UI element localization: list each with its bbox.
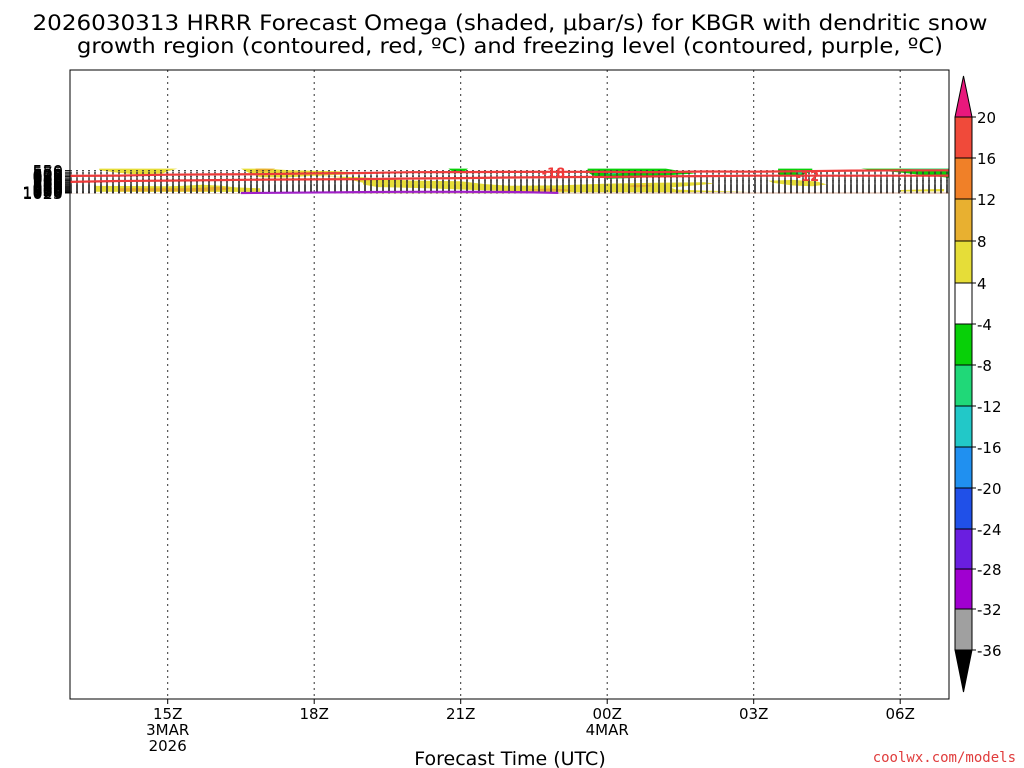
colorbar-swatch <box>954 323 973 366</box>
colorbar-swatch <box>954 364 973 407</box>
y-axis: 5505756006256506757007257507758008258508… <box>22 162 70 203</box>
colorbar-label: -28 <box>977 561 1002 579</box>
x-axis-label: Forecast Time (UTC) <box>414 748 605 768</box>
colorbar-swatch <box>954 116 973 159</box>
y-tick-label: 725 <box>32 172 63 191</box>
omega-region <box>99 168 178 175</box>
y-tick-label: 575 <box>32 163 63 182</box>
contour-label: -12 <box>796 170 820 185</box>
colorbar-label: 16 <box>977 150 996 168</box>
contour-line <box>70 174 949 183</box>
colorbar-swatch <box>954 240 973 284</box>
colorbar-swatch <box>954 198 973 242</box>
colorbar-label: 4 <box>977 275 987 293</box>
y-tick-label: 1000 <box>22 183 63 202</box>
y-tick-label: 850 <box>32 177 63 196</box>
x-tick-label: 18Z <box>300 705 329 723</box>
colorbar-bottom-arrow <box>954 649 973 693</box>
y-tick-label: 675 <box>32 169 63 188</box>
credit-text: coolwx.com/models <box>873 750 1016 766</box>
colorbar-label: 12 <box>977 191 996 209</box>
y-tick-label: 825 <box>32 176 63 195</box>
x-tick-label: 06Z <box>886 705 915 723</box>
x-tick-label: 2026 <box>149 737 187 755</box>
colorbar-swatch <box>954 487 973 530</box>
colorbar-label: -20 <box>977 480 1002 498</box>
colorbar: 20 16 12 8 4 -4 -8 -12 -16 -20 -24 -28 -32 -36 <box>954 75 1002 693</box>
contour-label: -18 <box>542 167 566 182</box>
colorbar-label: -24 <box>977 521 1002 539</box>
chart-title-line-1: 2026030313 HRRR Forecast Omega (shaded, … <box>33 11 988 35</box>
colorbar-label: 20 <box>977 109 996 127</box>
chart-title-line-2: growth region (contoured, red, ºC) and f… <box>77 34 943 58</box>
colorbar-label: -32 <box>977 601 1002 619</box>
contour-line <box>240 190 559 195</box>
y-tick-label: 800 <box>32 175 63 194</box>
x-tick-label: 4MAR <box>586 721 629 739</box>
y-tick-label: 875 <box>32 178 63 197</box>
x-tick-label: 00Z <box>593 705 622 723</box>
colorbar-label: 8 <box>977 233 987 251</box>
y-tick-label: 775 <box>32 174 63 193</box>
colorbar-label: -36 <box>977 642 1002 660</box>
y-tick-label: 600 <box>32 165 63 184</box>
colorbar-label: -12 <box>977 398 1002 416</box>
y-tick-label: 700 <box>32 170 63 189</box>
x-tick-label: 21Z <box>446 705 475 723</box>
colorbar-swatch <box>954 157 973 200</box>
y-tick-label: 750 <box>32 173 63 192</box>
y-tick-label: 925 <box>32 180 63 199</box>
colorbar-label: -8 <box>977 357 992 375</box>
x-tick-label: 03Z <box>739 705 768 723</box>
y-tick-label: 1025 <box>22 184 63 203</box>
contour-line <box>70 169 949 177</box>
y-tick-label: 625 <box>32 166 63 185</box>
omega-region <box>626 184 652 188</box>
contour-lines: -18 -12 <box>70 167 949 195</box>
colorbar-swatch <box>954 405 973 448</box>
colorbar-swatch <box>954 282 973 325</box>
colorbar-label: -16 <box>977 439 1002 457</box>
omega-region <box>240 168 749 193</box>
colorbar-label: -4 <box>977 316 992 334</box>
colorbar-swatch <box>954 568 973 610</box>
x-tick-label: 15Z <box>153 705 182 723</box>
colorbar-swatch <box>954 608 973 651</box>
colorbar-swatch <box>954 446 973 489</box>
omega-region <box>255 168 276 172</box>
x-tick-label: 3MAR <box>146 721 189 739</box>
y-tick-label: 975 <box>32 182 63 201</box>
colorbar-swatch <box>954 528 973 570</box>
y-tick-label: 900 <box>32 179 63 198</box>
plot-frame <box>69 69 950 700</box>
y-tick-label: 550 <box>32 162 63 181</box>
y-tick-label: 950 <box>32 181 63 200</box>
y-tick-label: 650 <box>32 168 63 187</box>
